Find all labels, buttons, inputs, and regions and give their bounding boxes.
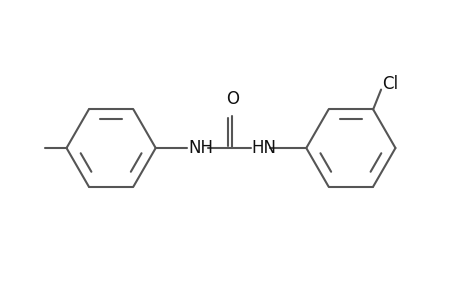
- Text: Cl: Cl: [381, 75, 397, 93]
- Text: O: O: [226, 90, 239, 108]
- Text: NH: NH: [188, 139, 213, 157]
- Text: HN: HN: [251, 139, 276, 157]
